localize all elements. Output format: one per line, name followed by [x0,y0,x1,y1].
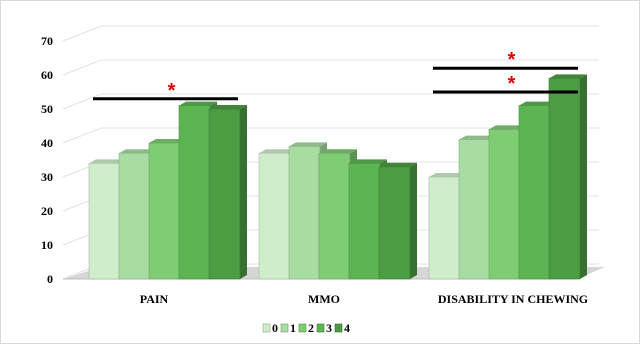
bar-front [548,78,581,280]
y-tick-label: 70 [41,34,53,48]
legend-swatch [298,323,307,333]
legend-item: 1 [280,321,296,335]
y-tick-label: 30 [41,170,53,184]
bar-top [149,139,187,143]
significance-star: * [508,49,516,71]
significance-star: * [168,80,176,102]
legend-label: 3 [326,321,332,335]
legend-swatch [262,323,271,333]
bar-top [119,149,157,154]
bar-top [259,149,297,154]
legend-label: 4 [344,321,350,335]
bar-top [319,149,357,154]
bar-front [148,142,181,280]
gridline [62,59,599,76]
bar-front [288,146,321,280]
legend-item: 2 [298,321,314,335]
legend-label: 1 [290,321,296,335]
legend-label: 2 [308,321,314,335]
bar [208,105,247,280]
bar-side [410,162,417,279]
bar-top [349,159,387,164]
legend-swatch [334,323,343,333]
bar-top [429,173,467,177]
bar-front [178,105,211,280]
y-tick-label: 40 [41,136,53,150]
bar-front [458,139,491,280]
bar-top [489,125,527,130]
bar-front [378,166,411,280]
y-tick-label: 60 [41,68,53,82]
bar-top [379,162,417,167]
bar-front [88,163,121,280]
y-tick-label: 50 [41,102,53,116]
legend-label: 0 [272,321,278,335]
bar-top [289,142,327,147]
gridline [62,25,599,42]
y-tick-label: 0 [47,272,53,286]
bar-top [459,135,497,140]
gridline [62,127,599,144]
x-category-label: DISABILITY IN CHEWING [438,292,588,306]
x-category-label: MMO [308,292,340,306]
bar-top [519,101,557,106]
legend-item: 0 [262,321,278,335]
bar-front [488,129,521,280]
legend-swatch [316,323,325,333]
bar-front [518,105,551,280]
bar-top [209,105,247,109]
bar-top [89,159,127,164]
bar-front [258,152,291,280]
bar-front [318,152,351,280]
bar-top [549,74,587,79]
gridline [62,93,599,110]
bar-front [208,108,241,280]
bar-front [348,163,381,280]
bar-front [428,176,461,280]
y-tick-label: 10 [41,238,53,252]
bar-side [240,105,247,279]
bar [378,162,417,280]
significance-star: * [508,73,516,95]
bar [548,74,587,280]
x-category-label: PAIN [140,292,169,306]
y-tick-label: 20 [41,204,53,218]
legend-item: 4 [334,321,350,335]
bar-top [179,101,217,106]
bar-front [118,152,151,280]
legend-swatch [280,323,289,333]
legend-item: 3 [316,321,332,335]
bar-side [580,74,587,280]
